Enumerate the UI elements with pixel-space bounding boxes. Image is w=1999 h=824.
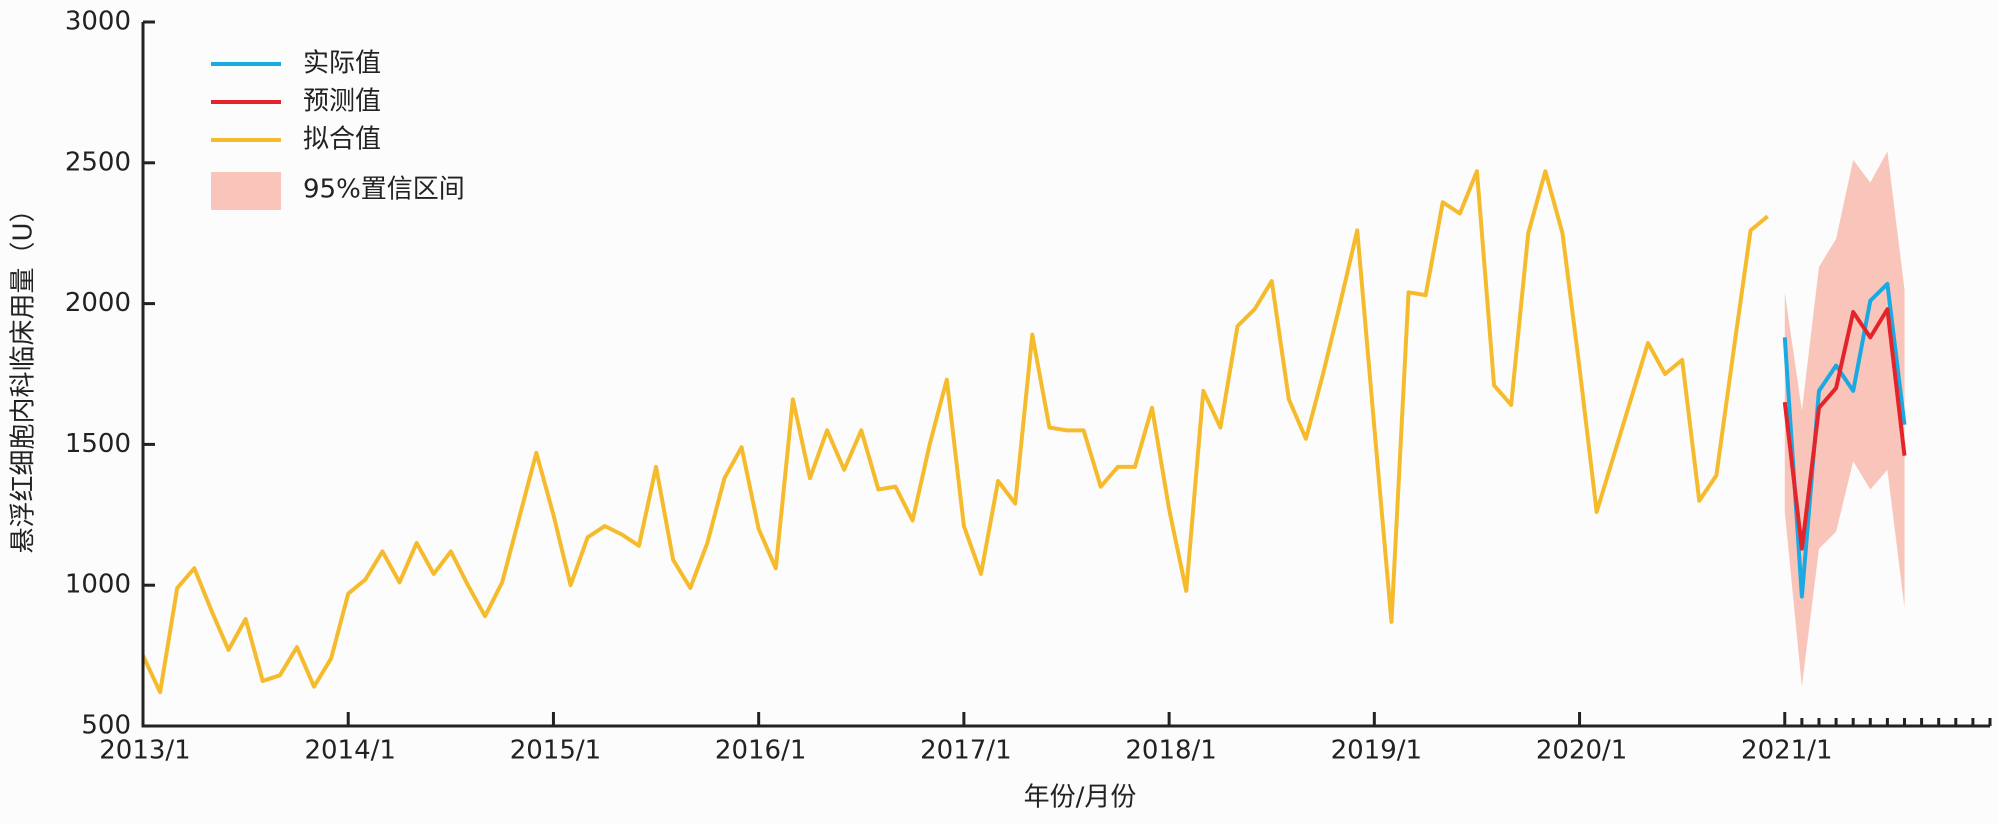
x-tick-label: 2018/1 xyxy=(1125,736,1216,766)
y-axis-label: 悬浮红细胞内科临床用量（U） xyxy=(9,196,39,553)
y-tick-label: 2500 xyxy=(65,147,131,177)
y-tick-label: 1000 xyxy=(65,570,131,600)
x-tick-label: 2019/1 xyxy=(1331,736,1422,766)
y-tick-label: 2000 xyxy=(65,288,131,318)
y-tick-label: 3000 xyxy=(65,7,131,37)
confidence-band xyxy=(1784,151,1905,687)
legend-label: 95%置信区间 xyxy=(303,175,465,205)
series-line xyxy=(1782,281,1907,599)
legend-label: 实际值 xyxy=(303,49,381,79)
legend-label: 预测值 xyxy=(303,87,381,117)
x-tick-label: 2013/1 xyxy=(99,736,190,766)
x-axis-label: 年份/月份 xyxy=(1024,783,1137,813)
series-line xyxy=(141,169,1769,695)
x-tick-label: 2015/1 xyxy=(510,736,601,766)
x-tick-label: 2014/1 xyxy=(304,736,395,766)
legend-swatch xyxy=(211,172,281,210)
x-tick-label: 2016/1 xyxy=(715,736,806,766)
series-line xyxy=(1782,307,1907,551)
x-tick-label: 2020/1 xyxy=(1536,736,1627,766)
y-tick-label: 500 xyxy=(81,711,131,741)
y-tick-label: 1500 xyxy=(65,429,131,459)
x-tick-label: 2017/1 xyxy=(920,736,1011,766)
x-tick-label: 2021/1 xyxy=(1741,736,1832,766)
legend-label: 拟合值 xyxy=(303,125,381,155)
